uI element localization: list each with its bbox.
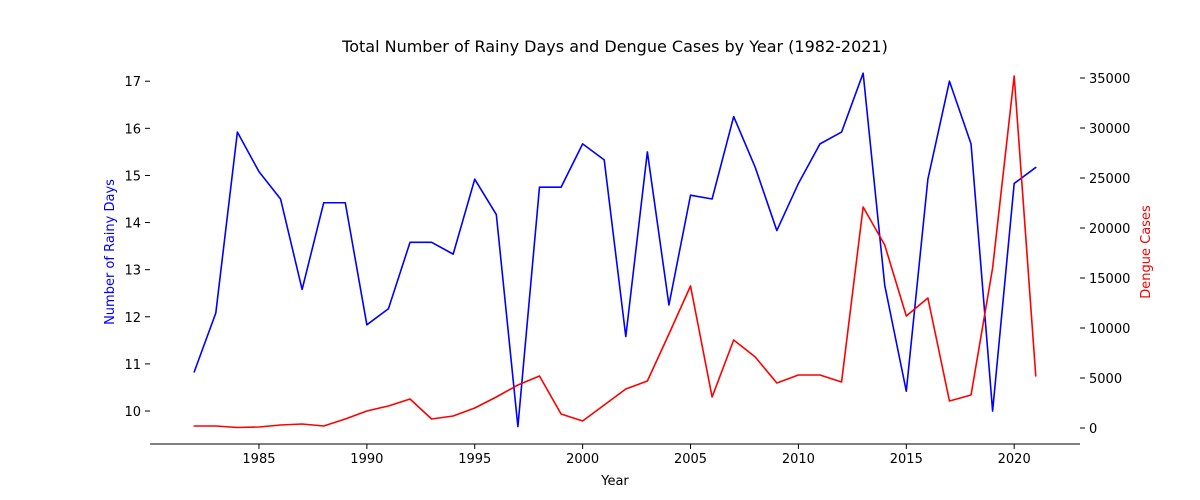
y-axis-left-label: Number of Rainy Days [103,179,118,325]
y-left-tick-label: 14 [124,217,141,232]
x-tick-label: 2000 [566,452,599,467]
chart-title: Total Number of Rainy Days and Dengue Ca… [341,37,888,56]
y-axis-right: 0 5000 10000 15000 20000 25000 30000 35000 [1080,72,1130,437]
x-tick-label: 1985 [242,452,275,467]
y-left-tick-label: 13 [124,264,141,279]
x-tick-label: 2015 [890,452,923,467]
x-axis-label: Year [600,474,629,489]
y-right-tick-label: 0 [1089,422,1097,437]
y-right-tick-label: 5000 [1089,372,1122,387]
x-tick-label: 2020 [998,452,1031,467]
y-right-tick-label: 20000 [1089,222,1130,237]
y-right-tick-label: 15000 [1089,272,1130,287]
x-axis: 1985 1990 1995 2000 2005 2010 2015 2020 [150,443,1080,467]
y-left-tick-label: 10 [124,405,141,420]
y-left-tick-label: 15 [124,169,141,184]
y-left-tick-label: 12 [124,311,141,326]
y-right-tick-label: 35000 [1089,72,1130,87]
y-left-tick-label: 11 [124,358,141,373]
y-right-tick-label: 30000 [1089,122,1130,137]
dengue-cases-line [193,75,1037,429]
plot-area [193,72,1037,429]
x-tick-label: 2010 [782,452,815,467]
x-tick-label: 2005 [674,452,707,467]
y-right-tick-label: 25000 [1089,172,1130,187]
x-tick-label: 1995 [458,452,491,467]
rainy-days-line [193,72,1037,428]
y-axis-right-label: Dengue Cases [1139,205,1154,299]
x-tick-label: 1990 [350,452,383,467]
y-axis-left: 10 11 12 13 14 15 16 17 [124,75,150,420]
y-right-tick-label: 10000 [1089,322,1130,337]
y-left-tick-label: 17 [124,75,141,90]
y-left-tick-label: 16 [124,122,141,137]
